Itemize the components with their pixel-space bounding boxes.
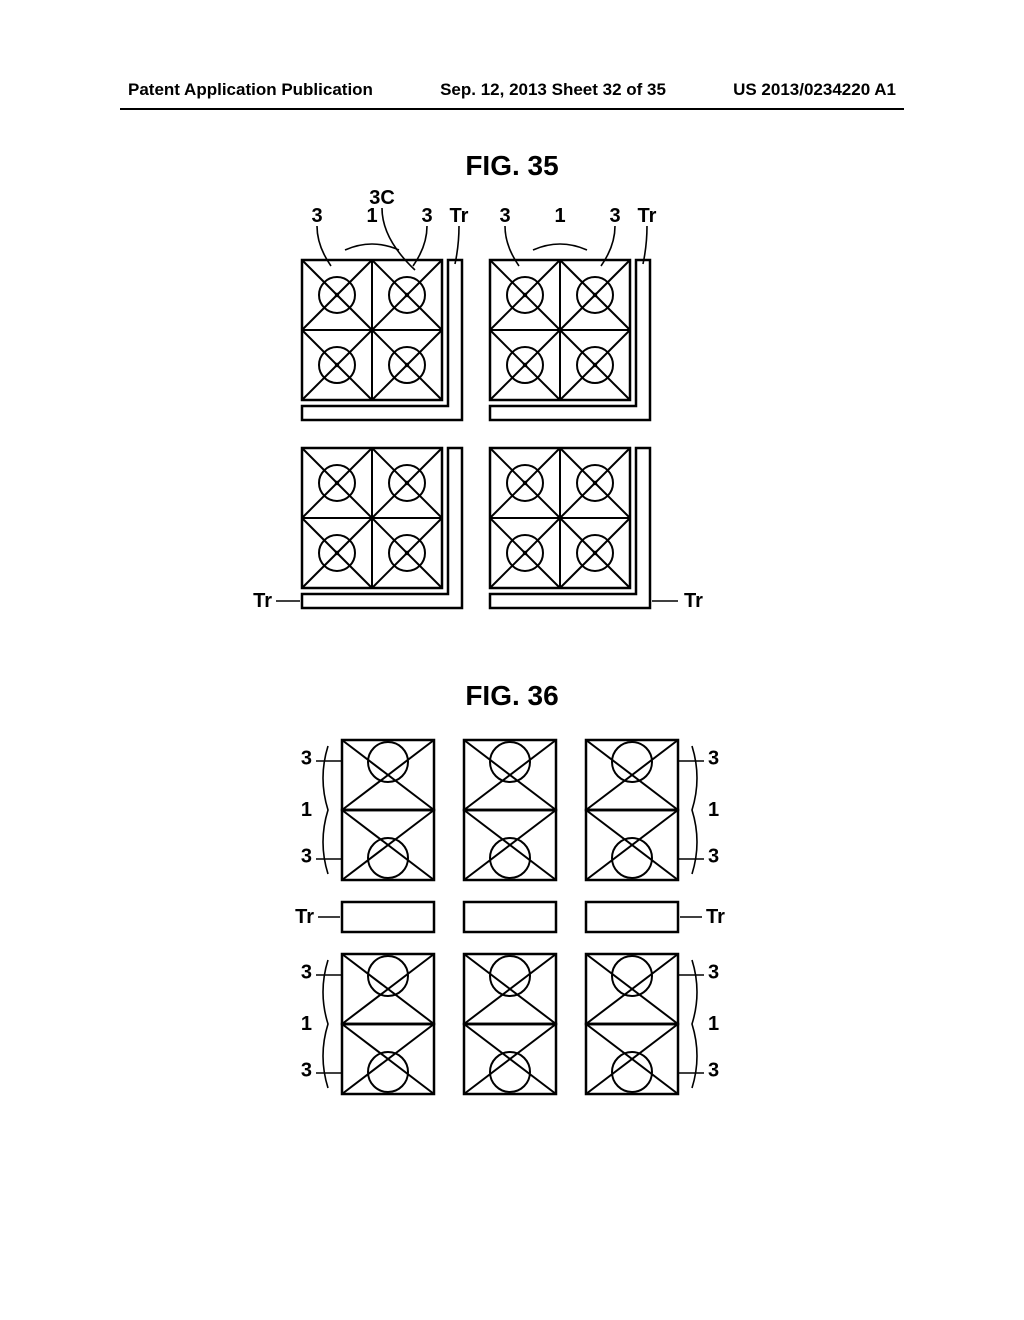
page-header: Patent Application Publication Sep. 12, … [120, 80, 904, 110]
fig35-area: 33C13Tr313TrTrTr [120, 190, 904, 630]
svg-text:3: 3 [301, 1060, 312, 1082]
svg-text:3: 3 [301, 962, 312, 984]
fig35-title: FIG. 35 [120, 150, 904, 182]
fig36-title: FIG. 36 [120, 680, 904, 712]
svg-text:Tr: Tr [638, 205, 657, 227]
svg-text:Tr: Tr [295, 906, 314, 928]
svg-text:3: 3 [708, 1060, 719, 1082]
svg-text:1: 1 [554, 205, 565, 227]
svg-text:3: 3 [609, 205, 620, 227]
svg-text:3: 3 [499, 205, 510, 227]
svg-text:Tr: Tr [706, 906, 725, 928]
svg-text:3: 3 [311, 205, 322, 227]
svg-text:1: 1 [301, 1013, 312, 1035]
svg-text:3: 3 [708, 748, 719, 770]
header-right: US 2013/0234220 A1 [733, 80, 896, 100]
svg-text:3: 3 [301, 846, 312, 868]
fig35-svg: 33C13Tr313TrTrTr [232, 190, 792, 630]
svg-text:Tr: Tr [684, 590, 703, 612]
svg-text:1: 1 [708, 799, 719, 821]
page: Patent Application Publication Sep. 12, … [120, 80, 904, 1240]
svg-text:1: 1 [366, 205, 377, 227]
svg-text:3: 3 [301, 748, 312, 770]
header-center: Sep. 12, 2013 Sheet 32 of 35 [440, 80, 666, 100]
svg-text:1: 1 [301, 799, 312, 821]
svg-text:3: 3 [708, 962, 719, 984]
svg-text:Tr: Tr [450, 205, 469, 227]
svg-text:3: 3 [708, 846, 719, 868]
svg-text:3: 3 [421, 205, 432, 227]
svg-text:Tr: Tr [253, 590, 272, 612]
header-left: Patent Application Publication [128, 80, 373, 100]
svg-text:1: 1 [708, 1013, 719, 1035]
fig36-svg: 3 1 3 3 1 3 3 1 3 3 1 3 Tr Tr [252, 720, 772, 1150]
fig36-area: 3 1 3 3 1 3 3 1 3 3 1 3 Tr Tr [120, 720, 904, 1150]
